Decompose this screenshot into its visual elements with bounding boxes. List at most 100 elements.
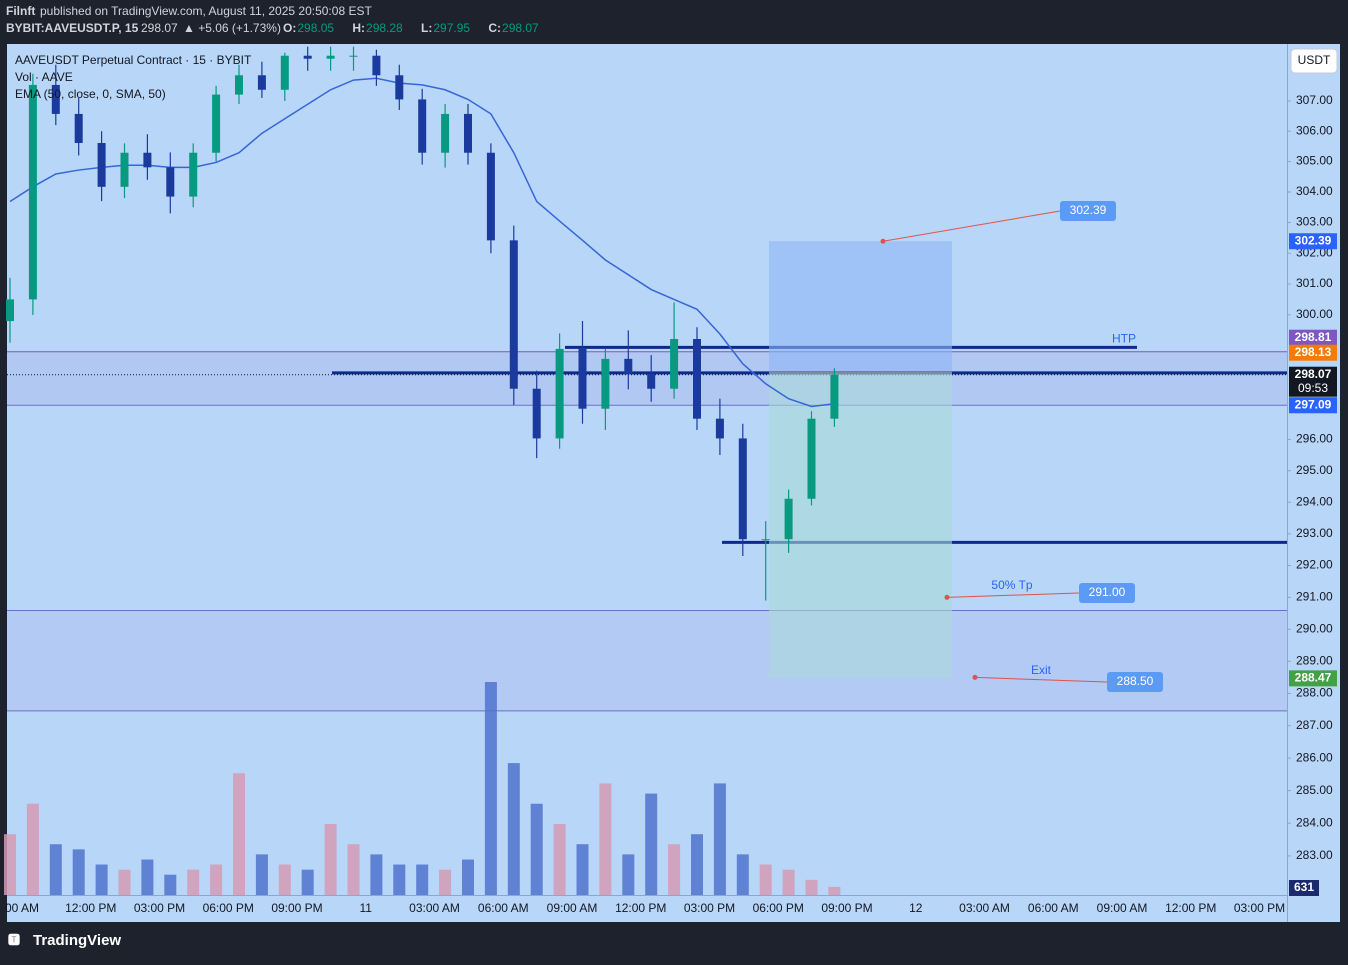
candle-body: [555, 348, 564, 439]
x-tick-label: 06:00 PM: [203, 901, 254, 915]
candle-body: [395, 75, 404, 100]
plot: HTP 302.39 291.00 288.50 50% Tp Exit: [4, 46, 1287, 895]
x-tick-label: 12:00 PM: [615, 901, 666, 915]
candle-body: [326, 55, 335, 59]
published: published on TradingView.com, August 11,…: [40, 4, 372, 18]
price-label: 288.47: [1295, 671, 1332, 685]
y-tick-label: 284.00: [1296, 815, 1333, 829]
x-tick-label: 06:00 AM: [478, 901, 529, 915]
y-tick-label: 287.00: [1296, 718, 1333, 732]
volume-bar: [324, 824, 337, 895]
volume-bar: [26, 803, 39, 895]
ohlc-key: H:: [352, 21, 365, 35]
volume-bar: [645, 793, 658, 895]
volume-bar: [416, 864, 429, 895]
candle-body: [6, 299, 14, 322]
price-label: 298.13: [1295, 345, 1332, 359]
y-tick-label: 293.00: [1296, 526, 1333, 540]
currency-button[interactable]: [1290, 48, 1338, 74]
price-label: 298.81: [1295, 330, 1332, 344]
volume-bar: [759, 864, 772, 895]
x-tick-label: 06:00 PM: [753, 901, 804, 915]
htp-label: HTP: [1112, 332, 1136, 346]
y-tick-label: 292.00: [1296, 558, 1333, 572]
callout-line: [882, 210, 1061, 242]
y-tick-label: 306.00: [1296, 123, 1333, 137]
x-tick-label: 06:00 AM: [1028, 901, 1079, 915]
x-tick-label: 03:00 AM: [959, 901, 1010, 915]
candle-body: [303, 55, 312, 59]
candle-body: [807, 418, 816, 499]
y-tick-label: 285.00: [1296, 783, 1333, 797]
x-tick-label: 12: [909, 901, 923, 915]
volume-bar: [736, 854, 749, 895]
candle-body: [349, 55, 358, 57]
chart-panel: [7, 44, 1340, 922]
volume-bar: [691, 834, 703, 895]
volume-bar: [141, 859, 154, 895]
volume-bar: [713, 783, 726, 895]
legend-item: Vol · AAVE: [15, 70, 73, 84]
x-tick-label: 09:00 AM: [547, 901, 598, 915]
footer-logo: 🆃 TradingView: [8, 932, 121, 949]
x-tick-label: 00 AM: [5, 901, 39, 915]
annotation-text: Exit: [1031, 663, 1052, 677]
y-tick-label: 307.00: [1296, 93, 1333, 107]
candle-body: [647, 373, 656, 389]
candle-body: [372, 55, 381, 76]
volume-bar: [233, 773, 245, 895]
volume-label-bg: [1289, 880, 1319, 896]
volume-bar: [576, 844, 589, 895]
y-tick-label: 289.00: [1296, 654, 1333, 668]
header-change: ▲ +5.06 (+1.73%): [183, 21, 281, 35]
volume-bar: [95, 864, 108, 895]
zone: [7, 610, 1287, 711]
volume-bar: [622, 854, 635, 895]
volume-bar: [301, 869, 314, 895]
volume-bar: [507, 763, 520, 895]
volume-bar: [49, 844, 62, 895]
ohlc-value: 298.07: [502, 21, 539, 35]
candle-body: [738, 438, 747, 540]
position-target: [769, 241, 952, 372]
volume-bar: [72, 849, 85, 895]
candle-body: [624, 358, 633, 374]
candle-body: [601, 358, 610, 409]
y-tick-label: 304.00: [1296, 184, 1333, 198]
price-label-bg: [1289, 670, 1337, 687]
price-label: 298.07: [1295, 367, 1332, 381]
candle-body: [97, 143, 106, 187]
candle-body: [28, 84, 37, 300]
volume-bar: [187, 869, 200, 895]
volume-bar: [599, 783, 612, 895]
publisher: Filnft: [6, 4, 35, 18]
y-tick-label: 305.00: [1296, 154, 1333, 168]
volume-bar: [370, 854, 383, 895]
volume-bar: [805, 879, 818, 895]
volume-bar: [484, 682, 497, 895]
volume-bar: [462, 859, 474, 895]
callout-line: [946, 592, 1080, 598]
volume-bar: [668, 844, 681, 895]
x-tick-label: 03:00 PM: [134, 901, 185, 915]
callout-label: 291.00: [1089, 585, 1126, 599]
candle-body: [280, 55, 289, 90]
volume-label: 631: [1294, 880, 1314, 894]
candle-body: [464, 113, 472, 153]
volume-bar: [439, 869, 452, 895]
candle-body: [578, 348, 587, 409]
currency[interactable]: USDT: [1298, 53, 1331, 67]
axes: 307.00306.00305.00304.00303.00302.00301.…: [5, 93, 1337, 915]
symbol: BYBIT:AAVEUSDT.P, 15: [6, 21, 139, 35]
ohlc-value: 298.28: [366, 21, 403, 35]
y-tick-label: 288.00: [1296, 686, 1333, 700]
candle-body: [532, 388, 541, 439]
volume-bar: [393, 864, 406, 895]
y-tick-label: 300.00: [1296, 307, 1333, 321]
y-tick-label: 290.00: [1296, 621, 1333, 635]
price-label-bg: [1289, 344, 1337, 361]
callout-label: 288.50: [1117, 674, 1154, 688]
y-tick-label: 283.00: [1296, 848, 1333, 862]
ohlc: O: 298.05 H: 298.28 L: 297.95 C: 298.07: [283, 21, 539, 35]
callout-dot: [972, 674, 978, 680]
